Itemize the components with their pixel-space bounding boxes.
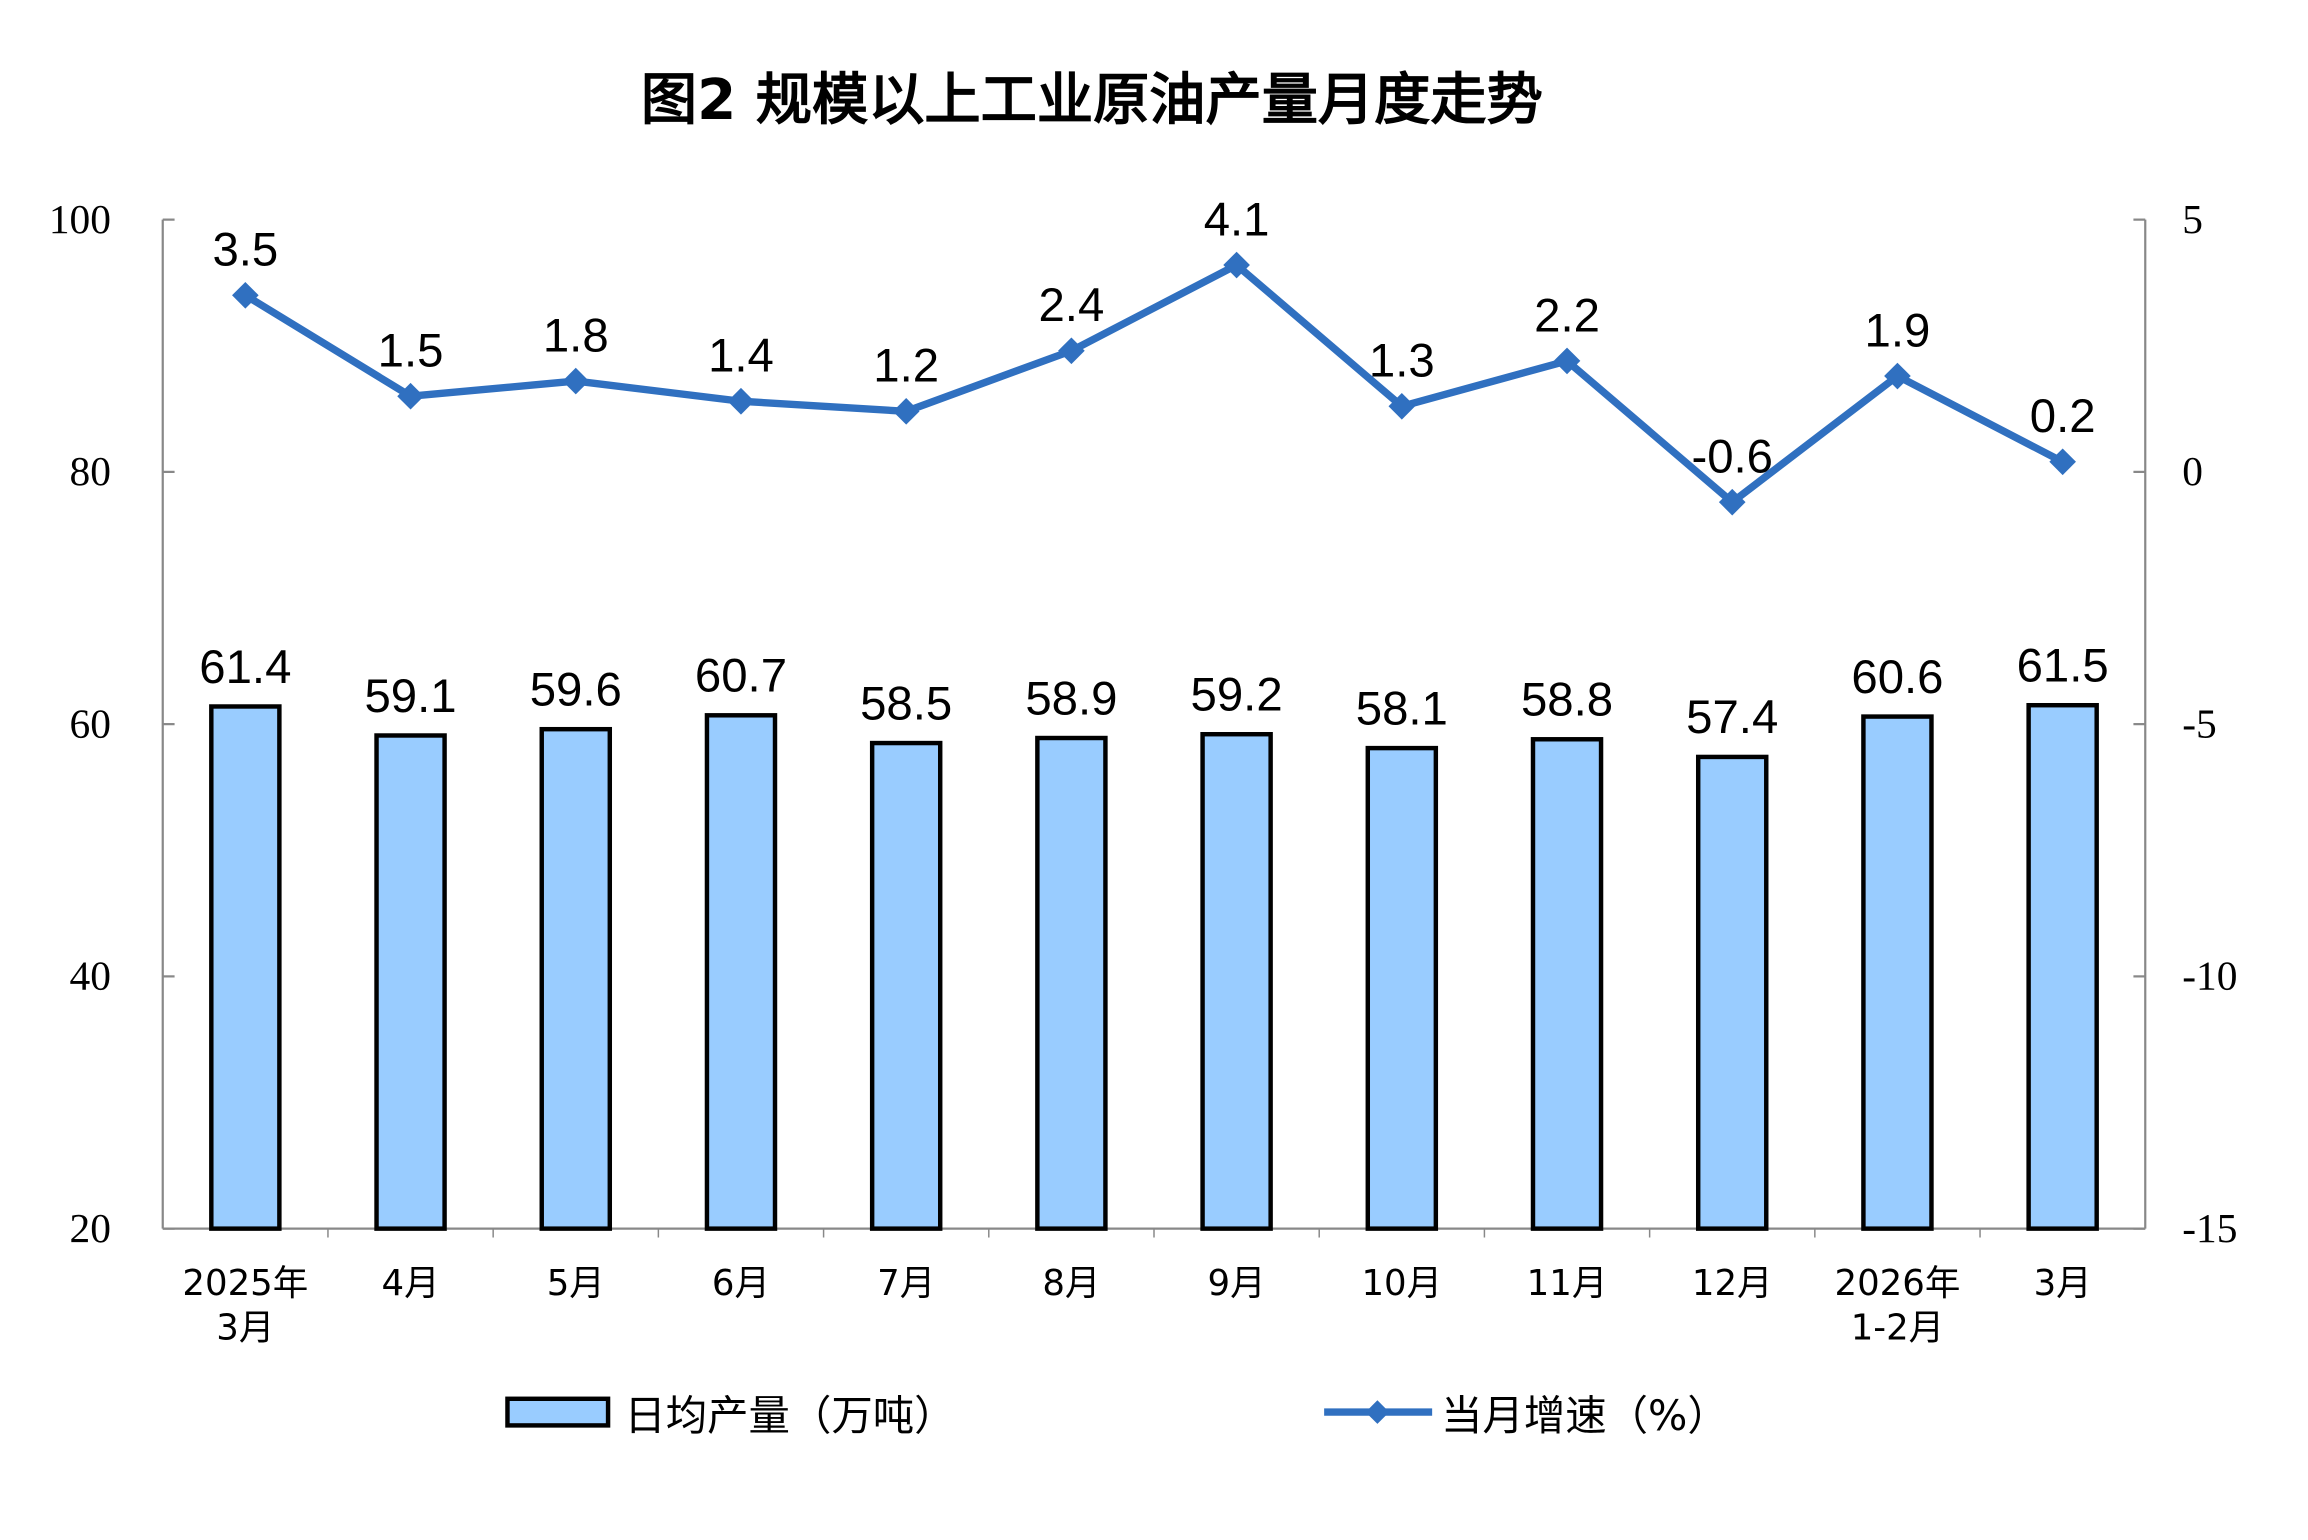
left-tick-label: 40 <box>70 953 111 999</box>
left-tick-label: 80 <box>70 448 111 494</box>
line-marker <box>397 382 424 410</box>
right-tick-label: 0 <box>2182 448 2203 494</box>
x-tick-label: 3月 <box>2034 1263 2092 1304</box>
legend-line-label: 当月增速（%） <box>1441 1392 1729 1440</box>
bar-data-label: 60.7 <box>695 650 787 703</box>
bar <box>1365 745 1439 1231</box>
bar-data-label: 61.4 <box>199 641 291 694</box>
left-tick-label: 60 <box>70 700 111 746</box>
line-marker <box>727 387 755 415</box>
line-data-label: 4.1 <box>1204 193 1270 246</box>
line-marker <box>1058 337 1085 365</box>
x-tick-label: 10月 <box>1361 1263 1442 1304</box>
x-tick-label: 2025年 <box>182 1263 308 1304</box>
line-data-label: -0.6 <box>1691 431 1773 484</box>
x-tick-label: 12月 <box>1692 1263 1773 1304</box>
line-marker <box>1388 392 1416 420</box>
bar <box>1035 735 1108 1231</box>
bar <box>1530 737 1604 1231</box>
bar <box>1695 754 1769 1231</box>
bar <box>1861 714 1934 1231</box>
line-data-label: 1.2 <box>873 340 939 393</box>
bar-data-label: 59.6 <box>530 664 622 717</box>
bar-data-label: 59.2 <box>1191 669 1283 722</box>
bar <box>1200 732 1273 1231</box>
x-tick-label: 1-2月 <box>1851 1308 1944 1349</box>
bar-data-label: 60.6 <box>1851 651 1943 704</box>
x-tick-label: 4月 <box>382 1263 440 1304</box>
left-tick-label: 100 <box>49 196 111 242</box>
line-data-label: 3.5 <box>212 224 278 277</box>
x-tick-label: 9月 <box>1208 1263 1266 1304</box>
line-marker <box>2049 448 2076 476</box>
right-tick-label: -15 <box>2182 1205 2237 1251</box>
x-tick-label: 2026年 <box>1835 1263 1961 1304</box>
x-tick-label: 8月 <box>1042 1263 1100 1304</box>
bar <box>2026 702 2099 1231</box>
bar-data-label: 61.5 <box>2017 640 2109 693</box>
bar <box>374 733 447 1231</box>
line-data-label: 0.2 <box>2030 390 2096 443</box>
legend-bar-label: 日均产量（万吨） <box>624 1392 955 1440</box>
right-tick-label: 5 <box>2182 196 2203 242</box>
line-marker <box>1718 488 1746 516</box>
legend-line-marker <box>1365 1400 1390 1424</box>
line-data-label: 2.2 <box>1534 289 1600 342</box>
legend-bar-swatch <box>505 1396 611 1428</box>
bar-data-label: 58.9 <box>1025 672 1117 725</box>
right-tick-label: -10 <box>2182 953 2237 999</box>
left-tick-label: 20 <box>70 1205 111 1251</box>
bars: 61.4 59.1 59.6 60.7 58.5 58.9 59.2 58.1 58.8 57.4… <box>199 640 2109 1231</box>
legend: 日均产量（万吨） 当月增速（%） <box>505 1392 1729 1440</box>
bar-data-label: 58.5 <box>860 677 952 730</box>
bar <box>704 713 778 1231</box>
x-tick-label: 3月 <box>216 1308 274 1349</box>
right-tick-label: -5 <box>2182 700 2216 746</box>
line-series: 3.5 1.5 1.8 1.4 1.2 2.4 4.1 1.3 2.2 -0.6 1.9 0.2 <box>212 193 2096 516</box>
x-tick-label: 11月 <box>1527 1263 1608 1304</box>
bar-data-label: 58.1 <box>1356 682 1448 735</box>
line-marker <box>562 367 590 395</box>
bar <box>869 740 943 1231</box>
line-marker <box>892 398 920 425</box>
line-data-label: 2.4 <box>1038 279 1104 332</box>
x-tick-label: 6月 <box>712 1263 770 1304</box>
line-path <box>243 261 2065 506</box>
line-data-label: 1.4 <box>708 330 774 383</box>
x-tick-label: 7月 <box>877 1263 935 1304</box>
line-data-label: 1.8 <box>543 309 609 362</box>
bar <box>539 726 613 1231</box>
bar-data-label: 59.1 <box>364 670 456 723</box>
line-marker <box>1553 347 1581 375</box>
bar-data-label: 58.8 <box>1521 674 1613 727</box>
x-tick-label: 5月 <box>547 1263 605 1304</box>
bar-data-label: 57.4 <box>1686 691 1778 744</box>
chart-title: 图2 规模以上工业原油产量月度走势 <box>641 68 1543 133</box>
line-data-label: 1.5 <box>378 325 444 378</box>
bar <box>209 704 282 1231</box>
line-data-label: 1.9 <box>1865 304 1931 357</box>
line-data-label: 1.3 <box>1369 335 1435 388</box>
